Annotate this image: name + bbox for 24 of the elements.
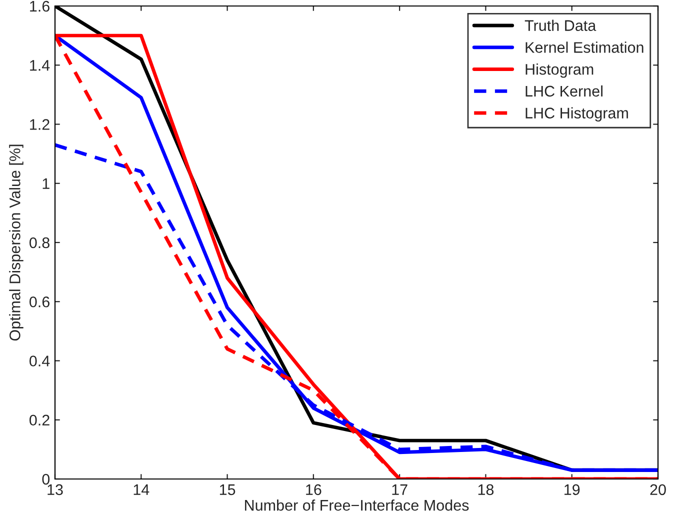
legend-label: LHC Histogram (526, 107, 628, 122)
legend-label: Histogram (526, 64, 594, 78)
x-tick-label: 20 (650, 484, 666, 496)
y-tick-label: 0.6 (30, 296, 50, 308)
x-tick-label: 15 (220, 484, 236, 496)
legend-label: LHC Kernel (526, 85, 602, 97)
y-tick-label: 0.8 (30, 237, 50, 248)
y-tick-label: 0.2 (30, 414, 50, 426)
y-tick-label: 1 (42, 178, 50, 189)
x-tick-label: 18 (478, 484, 494, 496)
y-tick-label: 1.4 (30, 60, 50, 71)
y-tick-label: 1.2 (30, 119, 50, 130)
y-tick-label: 0.4 (30, 356, 50, 366)
legend-label: Truth Data (524, 20, 596, 31)
y-tick-label: 1.6 (30, 0, 50, 12)
x-tick-label: 14 (134, 484, 150, 495)
x-axis-title: Number of Free−Interface Modes (245, 499, 469, 511)
y-tick-label: 0 (42, 474, 50, 485)
y-axis-title: Optimal Dispersion Value [%] (9, 144, 24, 341)
x-tick-label: 19 (564, 484, 580, 496)
x-tick-label: 17 (392, 484, 408, 495)
legend-label: Kernel Estimation (526, 42, 644, 53)
x-tick-label: 16 (306, 484, 322, 496)
x-tick-label: 13 (48, 484, 63, 496)
